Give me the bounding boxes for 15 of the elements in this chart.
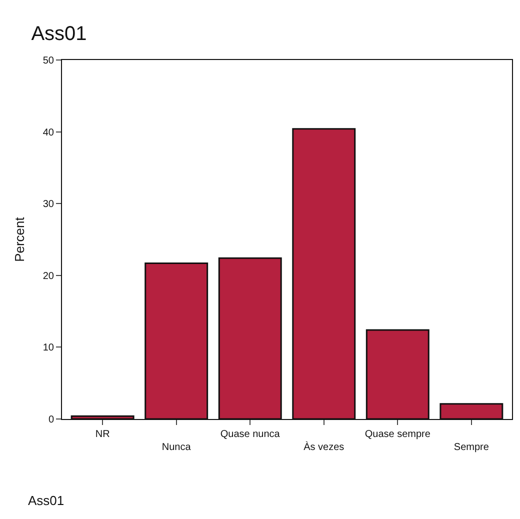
y-axis-title: Percent [12,216,27,262]
chart-title: Ass01 [31,22,87,45]
y-tick-label: 30 [42,199,54,210]
y-tick-label: 40 [42,127,54,138]
x-tick-label: NR [95,429,110,440]
y-tick-label: 0 [48,414,54,426]
x-tick-label: Às vezes [304,441,344,453]
y-tick-label: 10 [42,342,54,354]
x-tick-label: Nunca [162,442,192,453]
x-tick-label: Quase sempre [364,429,431,440]
text: Ass01 [28,493,64,508]
x-tick-label: Sempre [454,442,490,453]
x-tick-label: Quase nunca [220,429,280,440]
y-tick-label: 50 [42,56,54,66]
y-tick-label: 20 [42,270,54,282]
